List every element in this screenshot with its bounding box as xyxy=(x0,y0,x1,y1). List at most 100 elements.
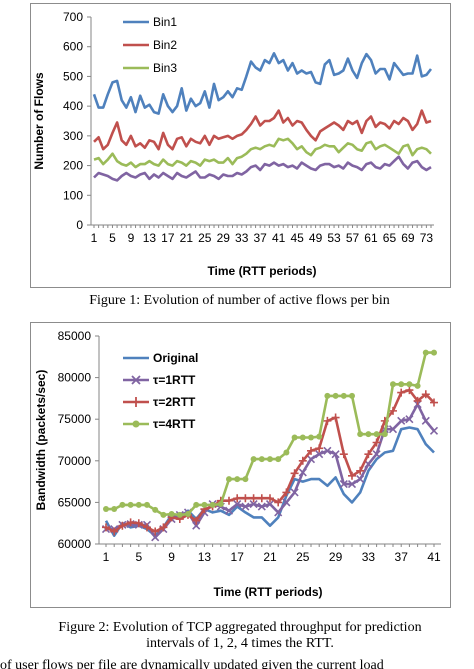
data-point-marker xyxy=(126,518,135,527)
data-point-marker xyxy=(111,506,118,513)
data-point-marker xyxy=(144,501,150,508)
data-point-marker xyxy=(331,450,340,459)
data-point-marker xyxy=(110,527,119,536)
y-tick-label: 0 xyxy=(76,218,83,232)
legend-marker xyxy=(131,375,141,385)
data-point-marker xyxy=(372,438,381,447)
data-point-marker xyxy=(298,468,307,477)
x-tick-label: 33 xyxy=(362,550,376,564)
data-point-marker xyxy=(405,415,414,424)
data-point-marker xyxy=(421,390,430,399)
data-point-marker xyxy=(398,381,405,388)
data-point-marker xyxy=(406,381,413,388)
x-tick-label: 65 xyxy=(383,231,397,245)
data-point-marker xyxy=(282,498,291,507)
x-tick-label: 53 xyxy=(327,231,341,245)
x-tick-label: 21 xyxy=(263,550,277,564)
legend-label: τ=1RTT xyxy=(153,373,196,387)
data-point-marker xyxy=(356,466,365,475)
y-tick-label: 400 xyxy=(63,99,83,113)
x-tick-label: 33 xyxy=(235,231,249,245)
y-tick-label: 60000 xyxy=(58,537,92,551)
data-point-marker xyxy=(323,446,332,455)
legend-label: τ=4RTT xyxy=(153,417,196,431)
y-tick-label: 85000 xyxy=(58,329,92,343)
data-point-marker xyxy=(257,502,266,511)
data-point-marker xyxy=(118,521,127,530)
data-point-marker xyxy=(282,488,291,497)
legend-label: Bin2 xyxy=(153,38,177,52)
data-point-marker xyxy=(315,450,324,459)
data-point-marker xyxy=(348,471,356,480)
x-tick-label: 29 xyxy=(217,231,231,245)
y-tick-label: 75000 xyxy=(58,412,92,426)
data-point-marker xyxy=(193,501,200,508)
data-point-marker xyxy=(102,523,110,532)
data-point-marker xyxy=(414,382,421,389)
data-point-marker xyxy=(331,413,340,422)
legend-label: Bin3 xyxy=(153,61,177,75)
data-point-marker xyxy=(217,501,224,508)
data-point-marker xyxy=(274,508,283,517)
data-point-marker xyxy=(364,450,373,459)
data-point-marker xyxy=(429,426,439,435)
data-point-marker xyxy=(241,494,250,503)
data-point-marker xyxy=(389,406,397,415)
data-point-marker xyxy=(143,523,151,532)
figure-2-caption: Figure 2: Evolution of TCP aggregated th… xyxy=(25,620,455,652)
legend-marker xyxy=(132,420,140,428)
data-point-marker xyxy=(250,456,257,463)
data-point-marker xyxy=(159,523,168,532)
data-point-marker xyxy=(422,349,429,356)
data-point-marker xyxy=(324,392,331,399)
data-point-marker xyxy=(185,511,191,518)
data-point-marker xyxy=(168,511,175,518)
data-point-marker xyxy=(103,506,109,513)
x-tick-label: 21 xyxy=(180,231,194,245)
x-tick-label: 13 xyxy=(198,550,212,564)
data-point-marker xyxy=(290,469,299,478)
x-tick-label: 17 xyxy=(231,550,245,564)
data-point-marker xyxy=(298,456,307,465)
data-point-marker xyxy=(306,455,316,464)
data-point-marker xyxy=(127,501,134,508)
data-point-marker xyxy=(192,516,201,525)
x-axis-title: Time (RTT periods) xyxy=(213,585,322,599)
x-tick-label: 9 xyxy=(128,231,135,245)
x-tick-label: 9 xyxy=(168,550,175,564)
data-point-marker xyxy=(431,349,437,356)
data-point-marker xyxy=(430,398,438,407)
data-point-marker xyxy=(201,501,208,508)
data-point-marker xyxy=(421,416,430,425)
x-tick-label: 41 xyxy=(272,231,286,245)
x-tick-label: 25 xyxy=(198,231,212,245)
x-tick-label: 73 xyxy=(420,231,434,245)
series-line-1 xyxy=(92,51,433,115)
y-tick-label: 80000 xyxy=(58,371,92,385)
data-point-marker xyxy=(357,431,364,438)
x-tick-label: 45 xyxy=(290,231,304,245)
data-point-marker xyxy=(349,392,355,399)
data-point-marker xyxy=(160,511,167,518)
y-tick-label: 65000 xyxy=(58,495,92,509)
legend-marker xyxy=(131,397,141,407)
x-tick-label: 41 xyxy=(427,550,441,564)
y-tick-label: 500 xyxy=(63,69,83,83)
data-point-marker xyxy=(307,446,315,455)
bandwidth-line-chart: 60000 65000 70000 75000 80000 85000 1 5 9 13 17 21 2… xyxy=(34,329,441,599)
data-point-marker xyxy=(339,450,348,459)
series-line-1 xyxy=(104,426,435,537)
data-point-marker xyxy=(274,498,283,507)
data-point-marker xyxy=(242,476,249,483)
data-point-marker xyxy=(233,499,242,509)
x-tick-label: 61 xyxy=(364,231,378,245)
x-tick-label: 25 xyxy=(296,550,310,564)
data-point-marker xyxy=(234,476,241,483)
data-point-marker xyxy=(397,388,406,397)
data-point-marker xyxy=(233,494,242,503)
figure-1-chart: 0 100 200 300 400 500 600 700 1 5 9 13 17 21 25 29 33 37 4… xyxy=(30,3,451,288)
data-point-marker xyxy=(372,450,381,459)
series-line-4 xyxy=(93,155,432,182)
data-point-marker xyxy=(323,416,332,425)
data-point-marker xyxy=(267,456,273,463)
